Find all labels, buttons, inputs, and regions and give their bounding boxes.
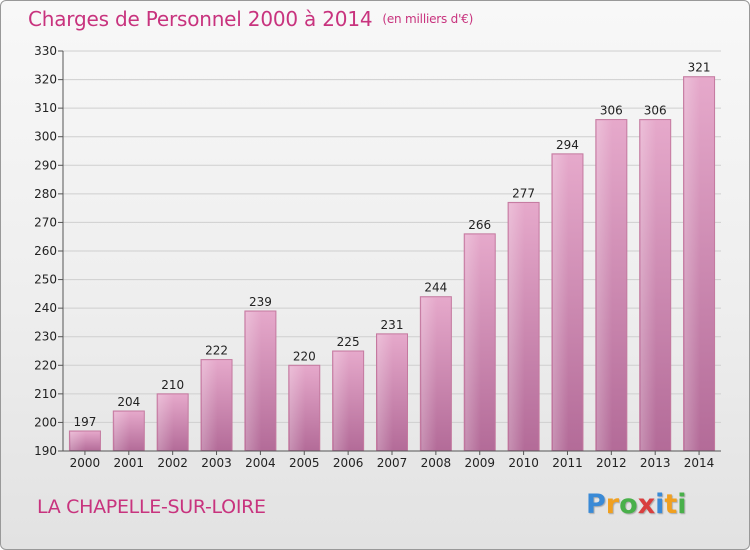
proxiti-logo: Proxiti: [586, 489, 687, 520]
logo-letter: x: [637, 489, 656, 520]
bar-highlight: [509, 203, 525, 450]
y-tick-label: 280: [34, 187, 57, 201]
data-label: 220: [293, 349, 316, 363]
bar-highlight: [333, 352, 350, 450]
bar-highlight: [70, 432, 86, 450]
bar-highlight: [465, 234, 481, 450]
bars: 197 204 210 222 239 220 225 231 244 266 277 294 306 3…: [68, 61, 716, 452]
x-tick-label: 2005: [289, 456, 320, 470]
data-label: 294: [556, 138, 579, 152]
y-tick-label: 290: [34, 158, 57, 172]
x-tick-label: 2009: [464, 456, 495, 470]
x-tick-label: 2000: [70, 456, 101, 470]
data-label: 222: [205, 344, 228, 358]
logo-letter: r: [605, 489, 620, 520]
x-tick-label: 2012: [596, 456, 627, 470]
data-label: 204: [117, 395, 140, 409]
x-tick-label: 2008: [421, 456, 452, 470]
y-tick-label: 240: [34, 301, 57, 315]
y-tick-label: 270: [34, 215, 57, 229]
bar-highlight: [421, 297, 437, 450]
commune-name: LA CHAPELLE-SUR-LOIRE: [37, 496, 266, 518]
chart-title: Charges de Personnel 2000 à 2014 (en mill…: [28, 7, 473, 31]
bar-highlight: [202, 360, 218, 450]
bar-highlight: [640, 120, 657, 451]
bar-highlight: [158, 394, 174, 450]
logo-letter: t: [664, 489, 678, 520]
data-label: 244: [424, 281, 447, 295]
y-tick-label: 210: [34, 387, 57, 401]
y-tick-label: 330: [34, 44, 57, 58]
data-label: 210: [161, 378, 184, 392]
logo-letter: P: [586, 489, 606, 520]
x-tick-label: 2010: [508, 456, 539, 470]
x-tick-label: 2001: [114, 456, 145, 470]
data-label: 306: [644, 104, 667, 118]
x-tick-label: 2011: [552, 456, 583, 470]
logo-letter: o: [619, 489, 638, 520]
x-tick-label: 2002: [157, 456, 188, 470]
bar-highlight: [114, 412, 130, 450]
y-tick-label: 310: [34, 101, 57, 115]
chart-title-text: Charges de Personnel 2000 à 2014: [28, 7, 373, 31]
y-tick-label: 200: [34, 415, 57, 429]
x-tick-label: 2013: [640, 456, 671, 470]
bar-highlight: [552, 154, 569, 450]
bar-highlight: [596, 120, 613, 451]
x-tick-label: 2006: [333, 456, 364, 470]
data-label: 197: [73, 415, 96, 429]
data-label: 266: [468, 218, 491, 232]
bar-highlight: [684, 77, 701, 450]
data-label: 239: [249, 295, 272, 309]
bar-highlight: [377, 334, 393, 450]
data-label: 321: [688, 61, 711, 75]
y-tick-label: 250: [34, 273, 57, 287]
y-tick-label: 320: [34, 73, 57, 87]
logo-letter: i: [655, 489, 665, 520]
chart-subtitle: (en milliers d'€): [382, 12, 474, 26]
data-label: 306: [600, 104, 623, 118]
bar-highlight: [289, 366, 306, 450]
x-tick-label: 2014: [684, 456, 715, 470]
y-tick-label: 230: [34, 330, 57, 344]
y-tick-label: 220: [34, 358, 57, 372]
bar-highlight: [245, 312, 262, 450]
data-label: 277: [512, 186, 535, 200]
x-tick-label: 2007: [377, 456, 408, 470]
x-tick-label: 2003: [201, 456, 232, 470]
x-tick-label: 2004: [245, 456, 276, 470]
y-tick-label: 260: [34, 244, 57, 258]
data-label: 225: [337, 335, 360, 349]
axes: 190 200 210 220 230 240 250 260 270 280 290 300 310 3…: [34, 44, 721, 470]
logo-letter: i: [677, 489, 687, 520]
y-tick-label: 300: [34, 130, 57, 144]
data-label: 231: [381, 318, 404, 332]
y-tick-label: 190: [34, 444, 57, 458]
